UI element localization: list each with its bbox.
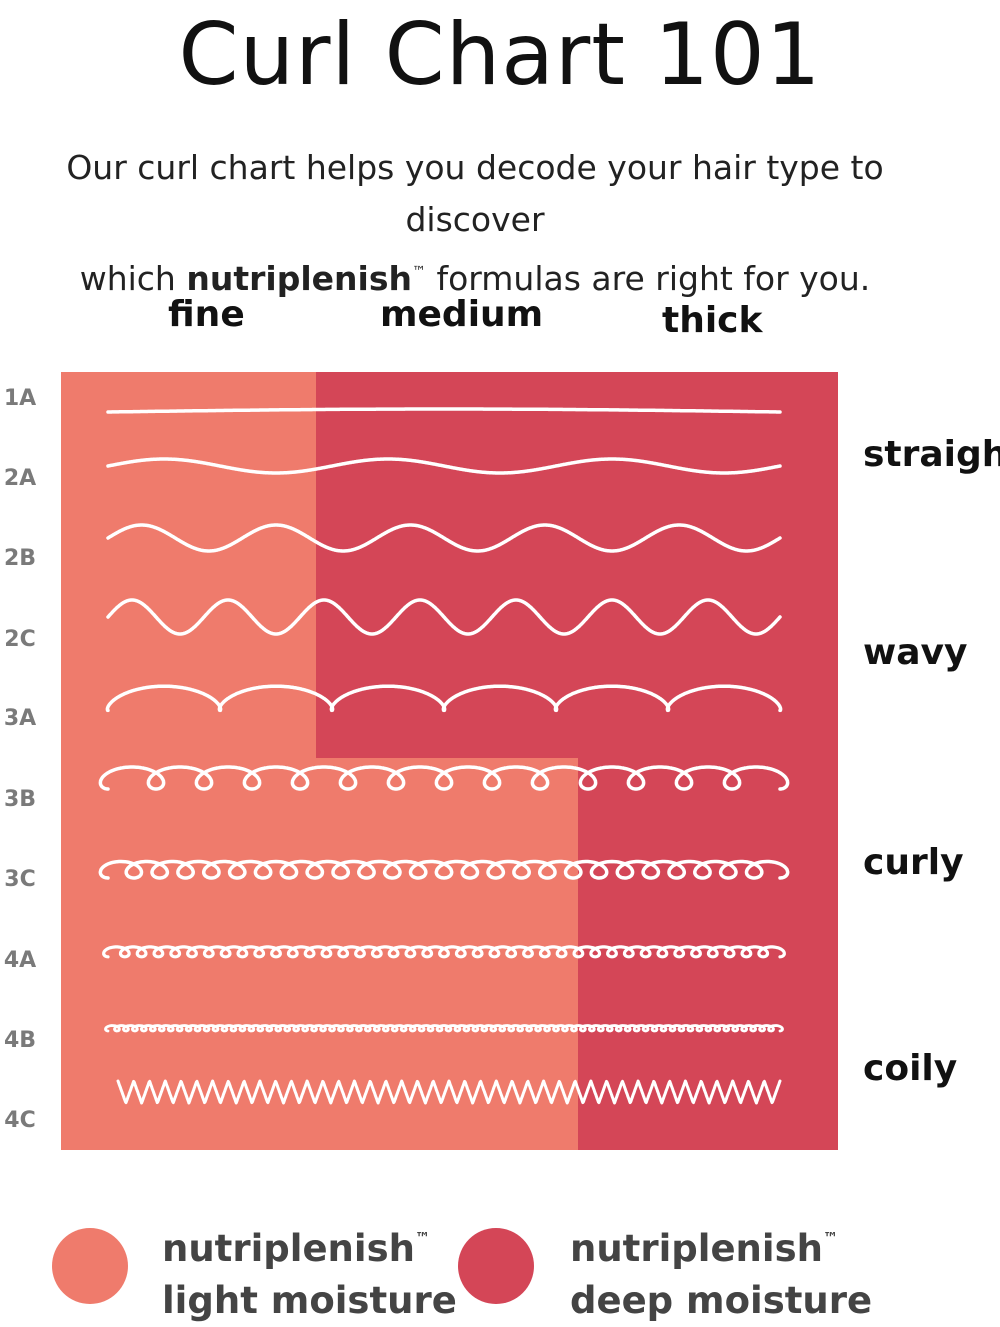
category-coily: coily xyxy=(863,1048,958,1089)
legend-deep-moisture-swatch xyxy=(458,1228,534,1304)
curl-strand-2a xyxy=(106,457,782,475)
curl-strand-1a xyxy=(106,407,782,414)
curl-lines xyxy=(98,407,790,1105)
subtitle-pre: which xyxy=(79,259,176,298)
legend-light-tm: ™ xyxy=(414,1229,430,1247)
category-wavy: wavy xyxy=(863,632,968,673)
row-label-3b: 3B xyxy=(3,787,37,812)
category-curly: curly xyxy=(863,842,964,883)
curl-strand-4b xyxy=(104,1024,784,1033)
row-label-2c: 2C xyxy=(4,627,36,652)
row-label-4b: 4B xyxy=(3,1028,37,1053)
curl-strand-2c xyxy=(106,598,782,636)
legend-light-moisture-swatch xyxy=(52,1228,128,1304)
legend-light-moisture-label: nutriplenish™ light moisture xyxy=(162,1212,457,1327)
legend-light-brand: nutriplenish xyxy=(162,1227,415,1270)
curl-strand-3c xyxy=(98,859,790,880)
row-label-1a: 1A xyxy=(3,386,37,411)
row-label-3c: 3C xyxy=(4,867,36,892)
subtitle-post: formulas are right for you. xyxy=(436,259,871,298)
column-header-medium: medium xyxy=(380,294,544,335)
curl-strand-3b xyxy=(98,765,790,791)
column-header-fine: fine xyxy=(168,294,245,335)
row-label-2a: 2A xyxy=(3,466,37,491)
subtitle-line-1: Our curl chart helps you decode your hai… xyxy=(66,148,884,239)
legend-deep-desc: deep moisture xyxy=(570,1279,873,1322)
subtitle-brand: nutriplenish xyxy=(186,259,412,298)
row-label-2b: 2B xyxy=(3,546,37,571)
curl-strand-4a xyxy=(102,945,786,959)
subtitle-tm: ™ xyxy=(411,264,426,280)
subtitle-line-2: which nutriplenish™ formulas are right f… xyxy=(0,246,950,305)
legend-deep-moisture-label: nutriplenish™ deep moisture xyxy=(570,1212,872,1327)
column-header-thick: thick xyxy=(662,300,763,341)
row-label-4c: 4C xyxy=(4,1108,36,1133)
row-label-4a: 4A xyxy=(3,948,37,973)
legend-light-desc: light moisture xyxy=(162,1279,457,1322)
legend-deep-brand: nutriplenish xyxy=(570,1227,823,1270)
page-title: Curl Chart 101 xyxy=(178,5,822,105)
category-straight: straight xyxy=(863,434,1000,475)
curl-strand-4c xyxy=(116,1079,782,1105)
curl-strand-3a xyxy=(105,684,783,713)
subtitle: Our curl chart helps you decode your hai… xyxy=(0,142,950,305)
curl-strand-2b xyxy=(106,523,782,553)
legend-deep-tm: ™ xyxy=(822,1229,838,1247)
row-label-3a: 3A xyxy=(3,706,37,731)
